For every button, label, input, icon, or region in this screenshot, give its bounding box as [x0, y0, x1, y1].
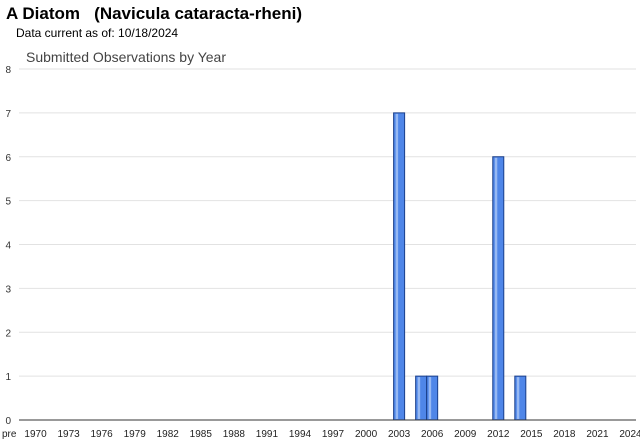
species-title: A Diatom (Navicula cataracta-rheni) [6, 4, 303, 23]
x-tick-label: 2015 [520, 429, 543, 440]
bar-body [415, 375, 428, 421]
x-tick-label: 1994 [289, 429, 312, 440]
chart-title: Submitted Observations by Year [26, 49, 227, 65]
x-tick-label: 2009 [454, 429, 477, 440]
x-tick-label: 1976 [91, 429, 114, 440]
bar-highlight [428, 377, 432, 419]
bar-2005 [415, 375, 428, 421]
data-current-date: Data current as of: 10/18/2024 [16, 26, 179, 40]
bar-2012 [492, 156, 505, 421]
x-tick-label: 2021 [586, 429, 609, 440]
y-tick-label: 2 [5, 328, 11, 339]
x-tick-label: 1985 [190, 429, 213, 440]
y-tick-label: 7 [5, 109, 11, 120]
bar-body [492, 156, 505, 421]
chart-gridlines [19, 68, 636, 377]
x-tick-label: 2000 [355, 429, 378, 440]
x-tick-label: 1979 [124, 429, 147, 440]
bar-2014 [514, 375, 527, 421]
bar-body [514, 375, 527, 421]
bar-2006 [426, 375, 439, 421]
bar-body [393, 112, 406, 421]
x-tick-label: 1982 [157, 429, 180, 440]
y-axis-tick-labels: 0 1 2 3 4 5 6 7 8 [5, 65, 11, 427]
x-tick-label: 1988 [223, 429, 246, 440]
x-tick-label: 1991 [256, 429, 279, 440]
x-tick-label: 2024 [619, 429, 640, 440]
x-tick-label: 1970 [24, 429, 47, 440]
x-tick-label: 2018 [553, 429, 576, 440]
y-tick-label: 4 [5, 241, 11, 252]
bar-body [426, 375, 439, 421]
y-tick-label: 0 [5, 416, 11, 427]
y-tick-label: 6 [5, 153, 11, 164]
bar-highlight [417, 377, 421, 419]
x-tick-label: 1973 [57, 429, 80, 440]
bar-highlight [494, 157, 498, 419]
y-tick-label: 8 [5, 65, 11, 76]
x-tick-label: 2012 [487, 429, 510, 440]
bar-highlight [395, 113, 399, 419]
x-axis-tick-labels: pre 1970 1973 1976 1979 1982 1985 1988 1991 1994 1… [2, 429, 640, 440]
bar-highlight [516, 377, 520, 419]
bar-2003 [393, 112, 406, 421]
x-tick-label: pre [2, 429, 17, 440]
x-tick-label: 2003 [388, 429, 411, 440]
x-tick-label: 2006 [421, 429, 444, 440]
y-tick-label: 1 [5, 372, 11, 383]
y-tick-label: 3 [5, 284, 11, 295]
chart-bars [393, 112, 527, 421]
x-tick-label: 1997 [322, 429, 345, 440]
y-tick-label: 5 [5, 197, 11, 208]
